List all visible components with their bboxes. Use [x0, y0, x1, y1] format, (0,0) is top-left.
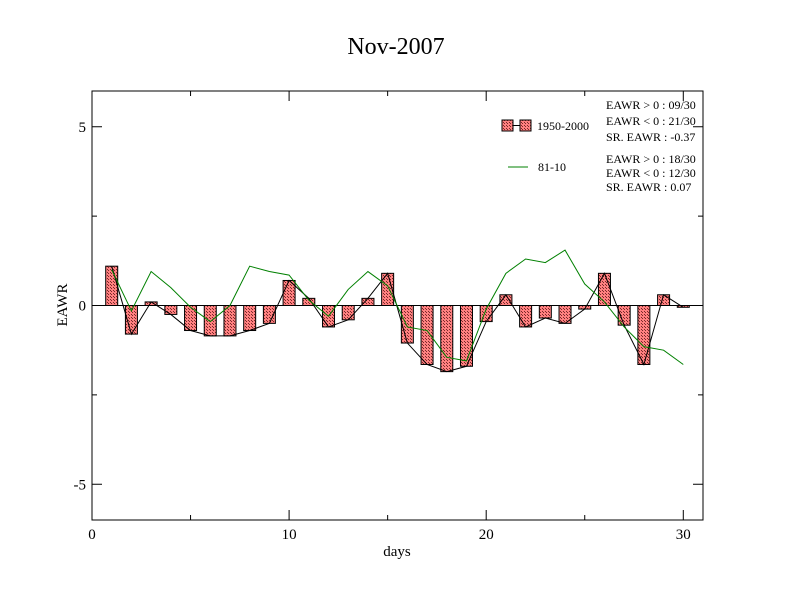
bar-series-connector-line	[111, 266, 684, 373]
x-tick-label: 30	[676, 527, 691, 543]
bar	[420, 305, 434, 365]
bar	[341, 305, 355, 321]
chart-title: Nov-2007	[347, 34, 444, 60]
bar-series-1950-2000	[105, 265, 690, 373]
legend-swatch-bar-right	[519, 119, 532, 132]
bar	[597, 272, 611, 307]
stat-81-10-sr: SR. EAWR : 0.07	[606, 180, 691, 194]
stat-81-10-negative: EAWR < 0 : 12/30	[606, 166, 696, 180]
legend-swatch-bar-left	[501, 119, 514, 132]
bar	[164, 305, 178, 315]
stat-1950-2000-positive: EAWR > 0 : 09/30	[606, 98, 696, 112]
y-tick-label: 0	[79, 299, 87, 315]
y-tick-label: 5	[79, 120, 87, 136]
bar	[519, 305, 533, 328]
bar	[203, 305, 217, 337]
stat-1950-2000-sr: SR. EAWR : -0.37	[606, 130, 695, 144]
y-axis-label: EAWR	[55, 284, 71, 327]
bar	[361, 297, 375, 307]
bar	[105, 265, 119, 306]
stat-1950-2000-negative: EAWR < 0 : 21/30	[606, 114, 696, 128]
bar	[538, 305, 552, 319]
legend: 1950-2000 81-10	[501, 119, 589, 174]
y-tick-label: -5	[74, 477, 87, 493]
bar	[400, 305, 414, 344]
x-tick-label: 20	[479, 527, 494, 543]
bar	[223, 305, 237, 337]
x-axis-label: days	[383, 544, 411, 560]
x-tick-label: 10	[282, 527, 297, 543]
x-tick-label: 0	[88, 527, 96, 543]
bar	[243, 305, 257, 332]
stats-block: EAWR > 0 : 09/30 EAWR < 0 : 21/30 SR. EA…	[606, 98, 696, 194]
legend-label-81-10: 81-10	[538, 160, 566, 174]
x-axis-ticks: 0 10 20 30	[88, 91, 691, 543]
stat-81-10-positive: EAWR > 0 : 18/30	[606, 152, 696, 166]
legend-label-1950-2000: 1950-2000	[537, 119, 589, 133]
bar	[440, 305, 454, 373]
series-81-10-line	[111, 249, 684, 365]
